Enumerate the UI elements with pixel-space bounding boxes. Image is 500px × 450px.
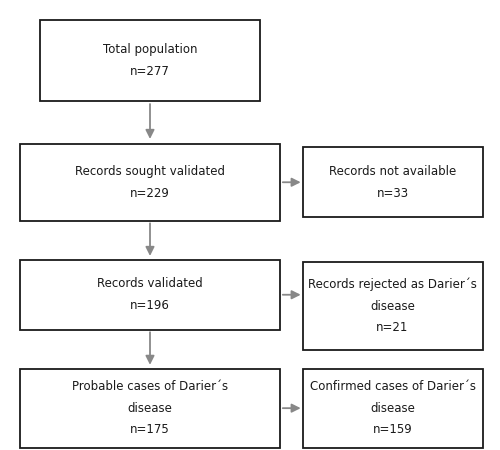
Text: disease: disease <box>370 402 415 414</box>
Bar <box>20 260 280 329</box>
Bar <box>20 144 280 220</box>
Text: disease: disease <box>128 402 172 414</box>
Text: Probable cases of Darier´s: Probable cases of Darier´s <box>72 380 228 393</box>
Text: disease: disease <box>370 300 415 312</box>
Text: Records not available: Records not available <box>329 165 456 178</box>
Text: n=21: n=21 <box>376 321 408 334</box>
Bar <box>20 369 280 447</box>
Text: Total population: Total population <box>103 44 197 56</box>
Text: n=196: n=196 <box>130 299 170 312</box>
Text: n=229: n=229 <box>130 187 170 199</box>
Bar <box>302 262 482 350</box>
Text: Confirmed cases of Darier´s: Confirmed cases of Darier´s <box>310 380 476 393</box>
Bar <box>302 369 482 447</box>
Text: Records rejected as Darier´s: Records rejected as Darier´s <box>308 278 477 291</box>
Text: n=33: n=33 <box>376 187 408 199</box>
Bar <box>40 20 260 101</box>
Text: Records validated: Records validated <box>97 278 203 290</box>
Bar <box>302 148 482 217</box>
Text: n=277: n=277 <box>130 65 170 78</box>
Text: n=175: n=175 <box>130 423 170 436</box>
Text: Records sought validated: Records sought validated <box>75 165 225 178</box>
Text: n=159: n=159 <box>372 423 412 436</box>
